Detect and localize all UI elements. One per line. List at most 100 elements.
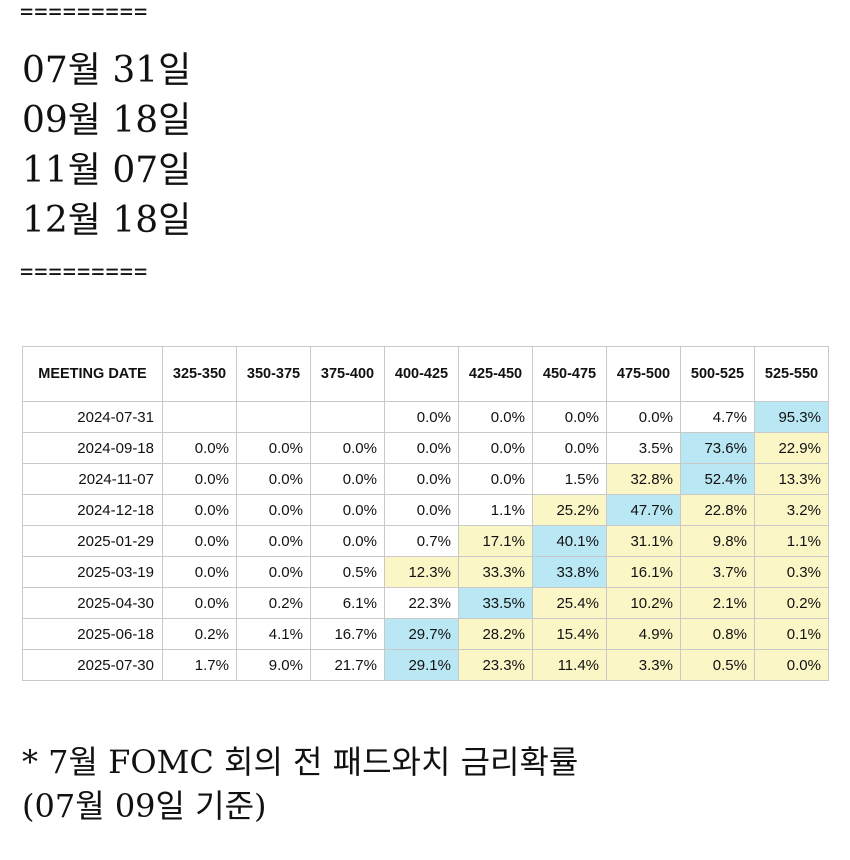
probability-cell: 29.1% <box>384 649 459 681</box>
column-header-rate-range: 375-400 <box>310 346 385 402</box>
probability-cell: 15.4% <box>532 618 607 650</box>
table-row: 2025-03-19 0.0% 0.0% 0.5% 12.3% 33.3% 33.8% 16.… <box>22 556 829 588</box>
probability-cell: 9.8% <box>680 525 755 557</box>
meeting-date-item: 11월 07일 <box>22 150 192 191</box>
caption-title: * 7월 FOMC 회의 전 패드와치 금리확률 <box>22 743 579 781</box>
probability-cell: 95.3% <box>754 401 829 433</box>
probability-cell: 3.2% <box>754 494 829 526</box>
probability-cell: 0.0% <box>236 556 311 588</box>
probability-cell: 0.0% <box>162 587 237 619</box>
probability-cell: 9.0% <box>236 649 311 681</box>
probability-cell: 0.0% <box>162 494 237 526</box>
probability-cell: 0.2% <box>162 618 237 650</box>
probability-cell: 21.7% <box>310 649 385 681</box>
probability-cell: 1.5% <box>532 463 607 495</box>
probability-cell: 0.0% <box>310 494 385 526</box>
meeting-date-item: 07월 31일 <box>22 50 192 91</box>
probability-cell: 31.1% <box>606 525 681 557</box>
table-row: 2025-07-30 1.7% 9.0% 21.7% 29.1% 23.3% 11.4% 3.… <box>22 649 829 681</box>
probability-cell: 0.0% <box>458 432 533 464</box>
probability-cell: 33.5% <box>458 587 533 619</box>
probability-cell: 1.7% <box>162 649 237 681</box>
column-header-rate-range: 425-450 <box>458 346 533 402</box>
probability-cell: 22.3% <box>384 587 459 619</box>
probability-cell: 52.4% <box>680 463 755 495</box>
probability-cell: 6.1% <box>310 587 385 619</box>
meeting-date-list: 07월 31일 09월 18일 11월 07일 12월 18일 <box>22 46 191 246</box>
probability-cell: 22.8% <box>680 494 755 526</box>
probability-cell: 0.0% <box>162 556 237 588</box>
column-header-rate-range: 500-525 <box>680 346 755 402</box>
probability-cell: 0.0% <box>532 432 607 464</box>
probability-cell: 29.7% <box>384 618 459 650</box>
column-header-meeting-date: MEETING DATE <box>22 346 163 402</box>
probability-cell: 3.3% <box>606 649 681 681</box>
meeting-date-cell: 2025-04-30 <box>22 587 163 619</box>
table-row: 2025-06-18 0.2% 4.1% 16.7% 29.7% 28.2% 15.4% 4.… <box>22 618 829 650</box>
column-header-rate-range: 325-350 <box>162 346 237 402</box>
meeting-date-item: 12월 18일 <box>22 200 192 241</box>
probability-cell: 0.0% <box>458 463 533 495</box>
probability-cell: 25.4% <box>532 587 607 619</box>
bottom-separator: ========= <box>20 260 149 285</box>
probability-cell: 0.0% <box>162 432 237 464</box>
probability-cell: 0.0% <box>162 463 237 495</box>
column-header-rate-range: 450-475 <box>532 346 607 402</box>
probability-cell: 47.7% <box>606 494 681 526</box>
probability-cell: 0.8% <box>680 618 755 650</box>
probability-cell: 4.7% <box>680 401 755 433</box>
probability-cell: 0.0% <box>532 401 607 433</box>
column-header-rate-range: 475-500 <box>606 346 681 402</box>
probability-cell: 0.1% <box>754 618 829 650</box>
probability-cell: 0.0% <box>606 401 681 433</box>
top-separator: ========= <box>20 0 149 25</box>
probability-cell: 0.0% <box>754 649 829 681</box>
probability-cell: 0.0% <box>236 463 311 495</box>
probability-cell: 23.3% <box>458 649 533 681</box>
probability-cell: 3.5% <box>606 432 681 464</box>
rate-probability-table-container: MEETING DATE 325-350 350-375 375-400 400-425… <box>22 346 850 698</box>
meeting-date-cell: 2025-07-30 <box>22 649 163 681</box>
probability-cell: 2.1% <box>680 587 755 619</box>
probability-cell: 73.6% <box>680 432 755 464</box>
probability-cell: 4.1% <box>236 618 311 650</box>
meeting-date-cell: 2024-12-18 <box>22 494 163 526</box>
probability-cell: 25.2% <box>532 494 607 526</box>
meeting-date-cell: 2024-11-07 <box>22 463 163 495</box>
rate-probability-table: MEETING DATE 325-350 350-375 375-400 400-425… <box>22 346 829 681</box>
probability-cell: 0.0% <box>384 432 459 464</box>
probability-cell: 0.7% <box>384 525 459 557</box>
probability-cell: 16.1% <box>606 556 681 588</box>
probability-cell: 0.0% <box>458 401 533 433</box>
meeting-date-cell: 2025-06-18 <box>22 618 163 650</box>
probability-cell: 22.9% <box>754 432 829 464</box>
probability-cell: 0.0% <box>310 525 385 557</box>
table-row: 2024-09-18 0.0% 0.0% 0.0% 0.0% 0.0% 0.0% 3.5% 73… <box>22 432 829 464</box>
table-body: 2024-07-31 0.0% 0.0% 0.0% 0.0% 4.7% 95.3% 2024-… <box>22 401 829 681</box>
probability-cell <box>310 401 385 433</box>
column-header-rate-range: 525-550 <box>754 346 829 402</box>
table-row: 2025-01-29 0.0% 0.0% 0.0% 0.7% 17.1% 40.1% 31.1… <box>22 525 829 557</box>
probability-cell: 3.7% <box>680 556 755 588</box>
probability-cell: 0.0% <box>236 432 311 464</box>
probability-cell: 0.2% <box>236 587 311 619</box>
probability-cell <box>162 401 237 433</box>
caption: * 7월 FOMC 회의 전 패드와치 금리확률 (07월 09일 기준) <box>22 740 578 828</box>
probability-cell: 17.1% <box>458 525 533 557</box>
table-row: 2024-11-07 0.0% 0.0% 0.0% 0.0% 0.0% 1.5% 32.8% 5… <box>22 463 829 495</box>
probability-cell: 33.8% <box>532 556 607 588</box>
caption-date-note: (07월 09일 기준) <box>22 787 267 825</box>
meeting-date-cell: 2025-03-19 <box>22 556 163 588</box>
table-row: 2024-07-31 0.0% 0.0% 0.0% 0.0% 4.7% 95.3% <box>22 401 829 433</box>
table-row: 2024-12-18 0.0% 0.0% 0.0% 0.0% 1.1% 25.2% 47.7%… <box>22 494 829 526</box>
meeting-date-cell: 2024-07-31 <box>22 401 163 433</box>
probability-cell: 0.0% <box>236 525 311 557</box>
probability-cell: 0.0% <box>384 494 459 526</box>
probability-cell: 13.3% <box>754 463 829 495</box>
probability-cell: 0.0% <box>236 494 311 526</box>
meeting-date-cell: 2024-09-18 <box>22 432 163 464</box>
probability-cell: 1.1% <box>754 525 829 557</box>
probability-cell: 4.9% <box>606 618 681 650</box>
probability-cell: 0.0% <box>384 463 459 495</box>
column-header-rate-range: 350-375 <box>236 346 311 402</box>
